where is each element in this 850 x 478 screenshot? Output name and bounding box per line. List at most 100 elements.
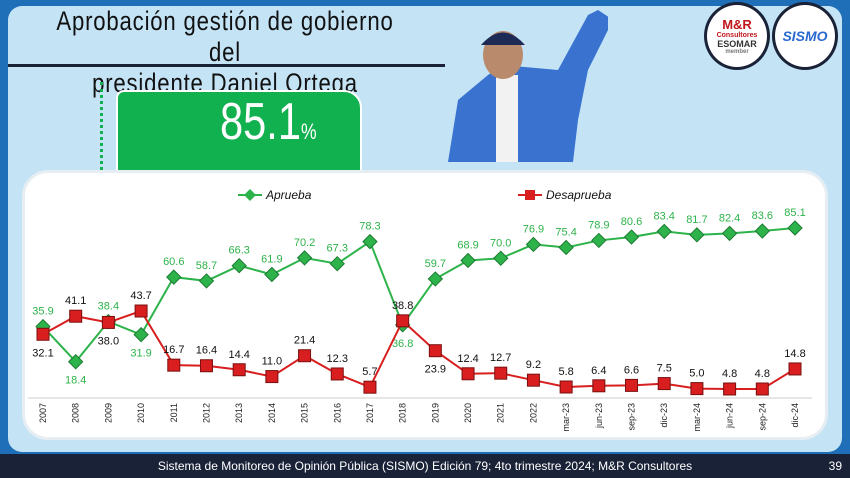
x-tick-label: 2015	[300, 403, 310, 423]
desaprueba-marker	[494, 366, 508, 380]
aprueba-marker	[721, 225, 738, 242]
data-label-desaprueba: 16.4	[196, 345, 217, 357]
aprueba-marker	[166, 269, 182, 285]
data-label-desaprueba: 11.0	[262, 356, 283, 368]
aprueba-marker	[787, 220, 803, 236]
data-label-aprueba: 58.7	[196, 260, 217, 272]
desaprueba-marker	[101, 315, 115, 329]
aprueba-marker	[427, 271, 444, 287]
data-label-desaprueba: 23.9	[425, 364, 446, 376]
aprueba-marker	[329, 255, 345, 272]
footer-source: Sistema de Monitoreo de Opinión Pública …	[157, 459, 693, 473]
data-label-aprueba: 70.0	[490, 237, 511, 249]
x-tick-label: 2014	[267, 403, 277, 423]
title-underline	[8, 64, 445, 67]
legend-marker	[525, 190, 535, 200]
x-tick-label: sep-24	[757, 403, 767, 431]
data-label-desaprueba: 14.4	[228, 349, 249, 361]
x-tick-label: 2018	[398, 403, 408, 423]
data-label-aprueba: 76.9	[523, 223, 544, 235]
data-label-aprueba: 36.8	[392, 338, 413, 350]
desaprueba-marker	[788, 362, 802, 376]
x-tick-label: 2011	[169, 403, 179, 422]
x-tick-label: 2020	[463, 403, 473, 423]
data-label-desaprueba: 38.8	[392, 300, 413, 312]
data-label-desaprueba: 7.5	[657, 363, 672, 375]
aprueba-marker	[493, 250, 509, 266]
aprueba-marker	[133, 326, 149, 343]
x-tick-label: 2012	[201, 403, 211, 423]
desaprueba-marker	[625, 378, 639, 392]
x-tick-label: 2019	[430, 403, 440, 423]
data-label-desaprueba: 5.8	[558, 366, 573, 378]
desaprueba-marker	[657, 377, 671, 391]
data-label-aprueba: 85.1	[784, 207, 805, 219]
page-number: 39	[828, 459, 842, 473]
desaprueba-marker	[167, 358, 181, 372]
data-label-desaprueba: 5.7	[362, 366, 377, 378]
data-label-aprueba: 83.4	[654, 210, 675, 222]
data-label-aprueba: 31.9	[130, 348, 151, 360]
legend-marker	[244, 189, 256, 201]
desaprueba-marker	[428, 344, 442, 358]
x-tick-label: 2017	[365, 403, 375, 423]
president-photo	[448, 10, 608, 162]
desaprueba-marker	[755, 382, 769, 396]
data-label-desaprueba: 9.2	[526, 359, 541, 371]
data-label-desaprueba: 5.0	[689, 368, 704, 380]
desaprueba-marker	[592, 379, 606, 393]
desaprueba-marker	[298, 349, 312, 363]
data-label-desaprueba: 12.7	[490, 352, 511, 364]
x-tick-label: 2008	[71, 403, 81, 423]
data-label-desaprueba: 43.7	[130, 290, 151, 302]
aprueba-marker	[460, 252, 476, 269]
data-label-desaprueba: 32.1	[32, 347, 53, 359]
x-tick-label: sep-23	[627, 403, 637, 431]
x-tick-label: mar-24	[692, 403, 702, 432]
data-label-aprueba: 18.4	[65, 375, 86, 387]
data-label-aprueba: 35.9	[32, 306, 53, 318]
data-label-aprueba: 59.7	[425, 258, 446, 270]
aprueba-marker	[231, 257, 247, 274]
data-label-desaprueba: 12.4	[457, 353, 478, 365]
aprueba-marker	[623, 229, 640, 245]
legend-label: Aprueba	[265, 188, 312, 202]
data-label-aprueba: 66.3	[228, 245, 249, 257]
data-label-desaprueba: 21.4	[294, 335, 315, 347]
data-label-aprueba: 78.9	[588, 219, 609, 231]
x-tick-label: 2022	[528, 403, 538, 423]
data-label-desaprueba: 4.8	[722, 368, 737, 380]
desaprueba-marker	[396, 314, 410, 328]
data-label-aprueba: 60.6	[163, 256, 184, 268]
data-label-aprueba: 78.3	[359, 221, 380, 233]
data-label-aprueba: 81.7	[686, 214, 707, 226]
data-label-aprueba: 82.4	[719, 212, 740, 224]
data-label-aprueba: 75.4	[555, 226, 576, 238]
data-label-desaprueba: 6.4	[591, 365, 606, 377]
x-tick-label: jun-23	[594, 403, 604, 429]
desaprueba-marker	[69, 309, 83, 323]
data-label-aprueba: 83.6	[752, 210, 773, 222]
desaprueba-marker	[461, 367, 475, 381]
data-label-aprueba: 38.4	[98, 301, 119, 313]
aprueba-marker	[67, 354, 84, 370]
desaprueba-marker	[559, 380, 573, 394]
approval-line-chart: 2007 2008 2009 2010 2011 2012 2013 2014 2015 2016…	[28, 188, 812, 432]
desaprueba-marker	[134, 304, 148, 318]
x-tick-label: 2013	[234, 403, 244, 423]
data-label-aprueba: 67.3	[327, 243, 348, 255]
x-tick-label: dic-23	[659, 403, 669, 428]
desaprueba-marker	[265, 370, 279, 384]
data-label-aprueba: 61.9	[261, 254, 282, 266]
data-label-aprueba: 70.2	[294, 237, 315, 249]
data-label-aprueba: 80.6	[621, 216, 642, 228]
data-label-desaprueba: 12.3	[327, 353, 348, 365]
footer: Sistema de Monitoreo de Opinión Pública …	[0, 454, 850, 478]
aprueba-marker	[689, 227, 705, 243]
highlight-value: 85.1%	[220, 93, 317, 151]
x-tick-label: 2007	[38, 403, 48, 423]
desaprueba-marker	[690, 382, 704, 396]
aprueba-marker	[656, 223, 672, 240]
x-tick-label: 2021	[496, 403, 506, 423]
data-label-desaprueba: 6.6	[624, 364, 639, 376]
